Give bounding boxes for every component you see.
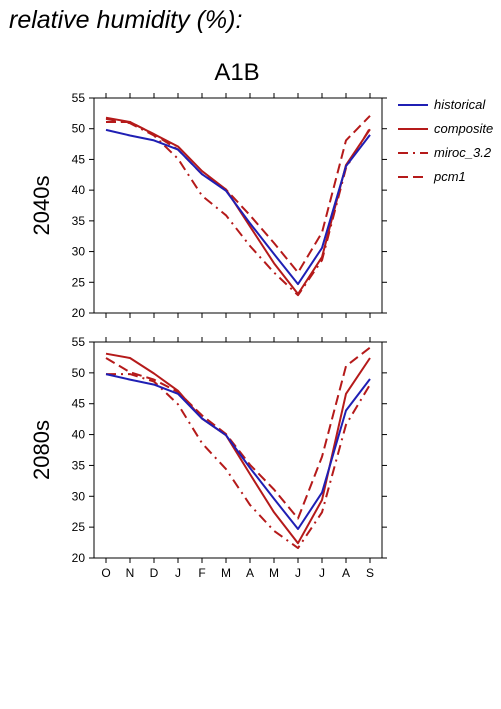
y-tick-label: 50 xyxy=(72,122,86,136)
x-tick-label: F xyxy=(198,566,205,580)
y-tick-label: 40 xyxy=(72,428,86,442)
y-tick-label: 50 xyxy=(72,366,86,380)
plot-panels: 20 25 30 35 40 45 50 55 2040s 20 25 30 35 40 45 50 55 O N D… xyxy=(29,91,387,580)
series-line-miroc-3-2 xyxy=(105,117,371,297)
series-line-historical xyxy=(105,373,371,530)
plot-frame xyxy=(93,341,383,559)
y-tick-label: 40 xyxy=(72,183,86,197)
y-tick-label: 35 xyxy=(72,214,86,228)
x-tick-label: M xyxy=(269,566,279,580)
x-tick-label: N xyxy=(126,566,135,580)
y-tick-label: 25 xyxy=(72,275,86,289)
series-line-historical xyxy=(105,128,371,286)
y-tick-label: 20 xyxy=(72,551,86,565)
x-tick-label: S xyxy=(366,566,374,580)
panel-2: 20 25 30 35 40 45 50 55 O N D J F M A M J J A S 2080s xyxy=(29,335,387,580)
x-tick-label: J xyxy=(295,566,301,580)
legend-entry: historical xyxy=(398,97,486,112)
figure-title: relative humidity (%): xyxy=(9,6,243,34)
legend-label: miroc_3.2 xyxy=(434,145,492,160)
row-label: 2040s xyxy=(29,176,54,236)
x-tick-label: J xyxy=(175,566,181,580)
legend-label: composite xyxy=(434,121,493,136)
legend-entry: composite xyxy=(398,121,493,136)
legend: historical composite miroc_3.2 pcm1 xyxy=(398,97,493,184)
series-line-miroc-3-2 xyxy=(106,373,371,550)
x-tick-label: A xyxy=(246,566,254,580)
y-tick-label: 30 xyxy=(72,489,86,503)
y-tick-label: 45 xyxy=(72,397,86,411)
y-tick-label: 55 xyxy=(72,91,86,105)
y-tick-label: 25 xyxy=(72,520,86,534)
row-label: 2080s xyxy=(29,420,54,480)
panel-1: 20 25 30 35 40 45 50 55 2040s xyxy=(29,91,387,320)
x-tick-label: A xyxy=(342,566,350,580)
y-tick-label: 55 xyxy=(72,335,86,349)
x-tick-label: D xyxy=(150,566,159,580)
legend-entry: miroc_3.2 xyxy=(398,145,492,160)
x-tick-label: O xyxy=(101,566,110,580)
x-tick-label: M xyxy=(221,566,231,580)
legend-entry: pcm1 xyxy=(398,169,466,184)
legend-label: pcm1 xyxy=(433,169,466,184)
series-line-pcm1 xyxy=(105,346,371,520)
panel-title: A1B xyxy=(214,59,259,86)
legend-label: historical xyxy=(434,97,486,112)
y-tick-label: 45 xyxy=(72,152,86,166)
x-tick-label: J xyxy=(319,566,325,580)
y-tick-label: 35 xyxy=(72,458,86,472)
plot-frame xyxy=(93,97,383,314)
y-tick-label: 20 xyxy=(72,306,86,320)
y-tick-label: 30 xyxy=(72,245,86,259)
